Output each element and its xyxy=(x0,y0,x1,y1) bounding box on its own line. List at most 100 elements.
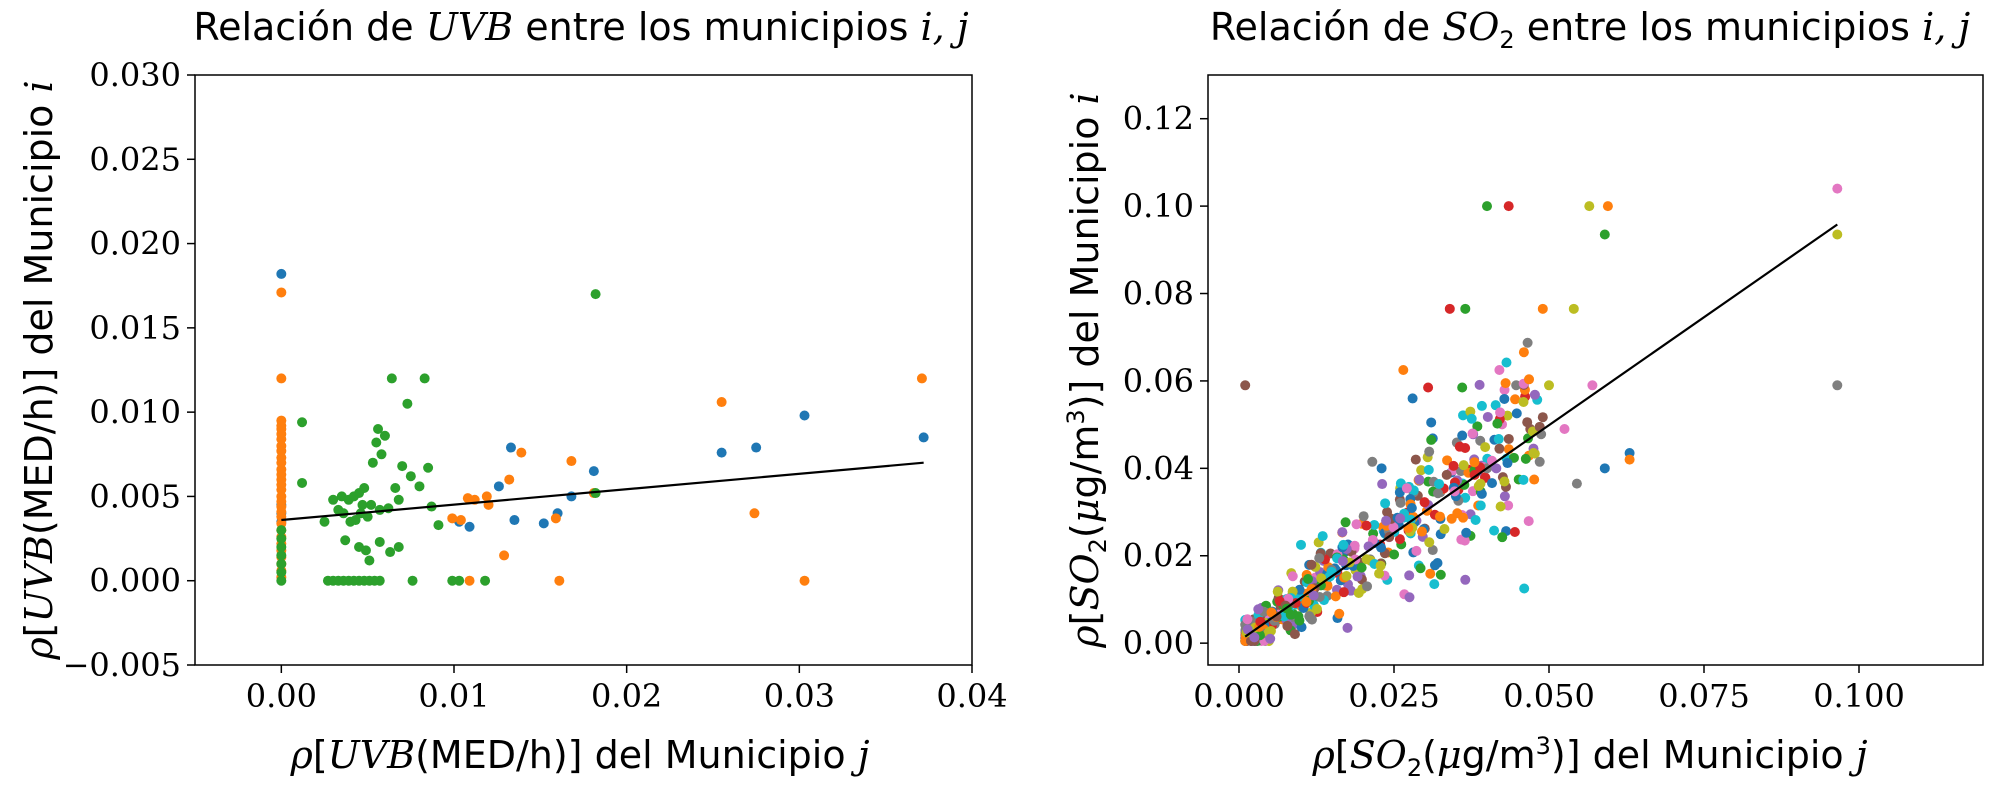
uvb-y-tick-label: 0.020 xyxy=(89,225,181,263)
so2-chart-title: Relación de SO2 entre los municipios i, … xyxy=(1210,5,1971,54)
so2-chart: Relación de SO2 entre los municipios i, … xyxy=(1062,5,1984,782)
so2-point xyxy=(1492,418,1503,429)
so2-point xyxy=(1489,525,1500,536)
so2-point xyxy=(1529,389,1540,400)
so2-point xyxy=(1524,374,1535,385)
uvb-point xyxy=(371,437,382,448)
so2-point xyxy=(1427,545,1438,556)
uvb-point xyxy=(276,558,287,569)
so2-y-tick-label: 0.08 xyxy=(1123,275,1194,313)
uvb-point xyxy=(588,466,599,477)
so2-point xyxy=(1460,574,1471,585)
so2-point xyxy=(1401,483,1412,494)
so2-point xyxy=(1306,559,1317,570)
so2-point xyxy=(1476,488,1487,499)
uvb-point xyxy=(447,575,458,586)
so2-point xyxy=(1423,464,1434,475)
so2-point xyxy=(1571,478,1582,489)
uvb-point xyxy=(916,373,927,384)
so2-point xyxy=(1482,411,1493,422)
uvb-point xyxy=(297,477,308,488)
uvb-fit-line xyxy=(281,461,924,522)
so2-point xyxy=(1362,581,1373,592)
uvb-x-tick-label: 0.04 xyxy=(936,677,1007,715)
uvb-point xyxy=(414,481,425,492)
so2-point xyxy=(1242,614,1253,625)
so2-point xyxy=(1482,201,1492,212)
uvb-plot-frame xyxy=(194,74,973,666)
so2-point xyxy=(1473,481,1484,492)
uvb-point xyxy=(402,398,413,409)
so2-point xyxy=(1511,380,1522,391)
so2-point xyxy=(1294,615,1305,626)
uvb-point xyxy=(499,550,510,561)
so2-point xyxy=(1518,474,1529,485)
so2-point xyxy=(1285,609,1296,620)
so2-point xyxy=(1404,592,1415,603)
uvb-point xyxy=(374,536,385,547)
so2-point xyxy=(1520,453,1531,464)
uvb-point xyxy=(390,483,401,493)
uvb-ticks: 0.00 0.01 0.02 0.03 0.04 −0.005 0.000 0.005 0.01… xyxy=(63,56,1008,715)
so2-point xyxy=(1416,465,1427,476)
uvb-point xyxy=(554,575,565,586)
so2-point xyxy=(1502,458,1513,469)
uvb-point xyxy=(799,410,810,421)
uvb-point xyxy=(276,373,287,384)
so2-point xyxy=(1501,357,1512,368)
so2-point xyxy=(1265,633,1276,644)
so2-point xyxy=(1454,441,1465,452)
so2-point xyxy=(1441,469,1452,480)
so2-point xyxy=(1287,571,1298,582)
so2-point xyxy=(1470,514,1481,525)
so2-point xyxy=(1491,463,1502,474)
so2-x-tick-label: 0.000 xyxy=(1193,677,1285,715)
so2-point xyxy=(1476,400,1487,411)
so2-point xyxy=(1424,446,1435,457)
so2-point xyxy=(1249,632,1260,643)
uvb-point xyxy=(276,525,287,536)
uvb-point xyxy=(464,521,475,532)
so2-point xyxy=(1509,527,1520,538)
so2-point xyxy=(1289,629,1300,640)
so2-point xyxy=(1334,608,1345,619)
so2-point xyxy=(1374,568,1385,579)
so2-point xyxy=(1376,542,1387,553)
so2-point xyxy=(1317,531,1328,542)
so2-point xyxy=(1599,229,1610,240)
so2-point xyxy=(1494,365,1505,375)
so2-point xyxy=(1429,579,1440,590)
so2-point xyxy=(1414,474,1425,485)
so2-point xyxy=(1426,434,1437,445)
uvb-point xyxy=(393,494,404,505)
uvb-point xyxy=(405,471,416,482)
so2-point xyxy=(1472,421,1483,432)
so2-point xyxy=(1389,549,1400,560)
so2-point xyxy=(1544,380,1554,391)
uvb-point xyxy=(276,287,287,298)
so2-point xyxy=(1330,591,1341,602)
uvb-y-axis-label: ρ[UVB(MED/h)] del Municipio i xyxy=(17,80,61,660)
so2-point xyxy=(1467,428,1478,439)
so2-x-axis-label: ρ[SO2(μg/m3)] del Municipio j xyxy=(1311,732,1867,782)
uvb-point xyxy=(407,575,418,586)
so2-point xyxy=(1528,448,1539,459)
uvb-point xyxy=(276,542,287,552)
so2-point xyxy=(1624,454,1635,465)
so2-x-tick-label: 0.025 xyxy=(1348,677,1440,715)
so2-ticks: 0.000 0.025 0.050 0.075 0.100 0.00 0.02 0.04 0.0… xyxy=(1123,100,1905,715)
so2-point xyxy=(1407,393,1418,404)
so2-point xyxy=(1340,517,1351,528)
so2-point xyxy=(1587,380,1598,391)
so2-point xyxy=(1480,442,1491,453)
so2-point xyxy=(1490,400,1501,411)
uvb-point xyxy=(447,513,458,524)
so2-point xyxy=(1410,454,1421,465)
so2-point xyxy=(1487,478,1498,489)
so2-point xyxy=(1303,574,1314,585)
uvb-point xyxy=(373,424,384,434)
so2-point xyxy=(1439,524,1450,535)
so2-point xyxy=(1466,413,1477,424)
so2-point xyxy=(1518,396,1529,407)
